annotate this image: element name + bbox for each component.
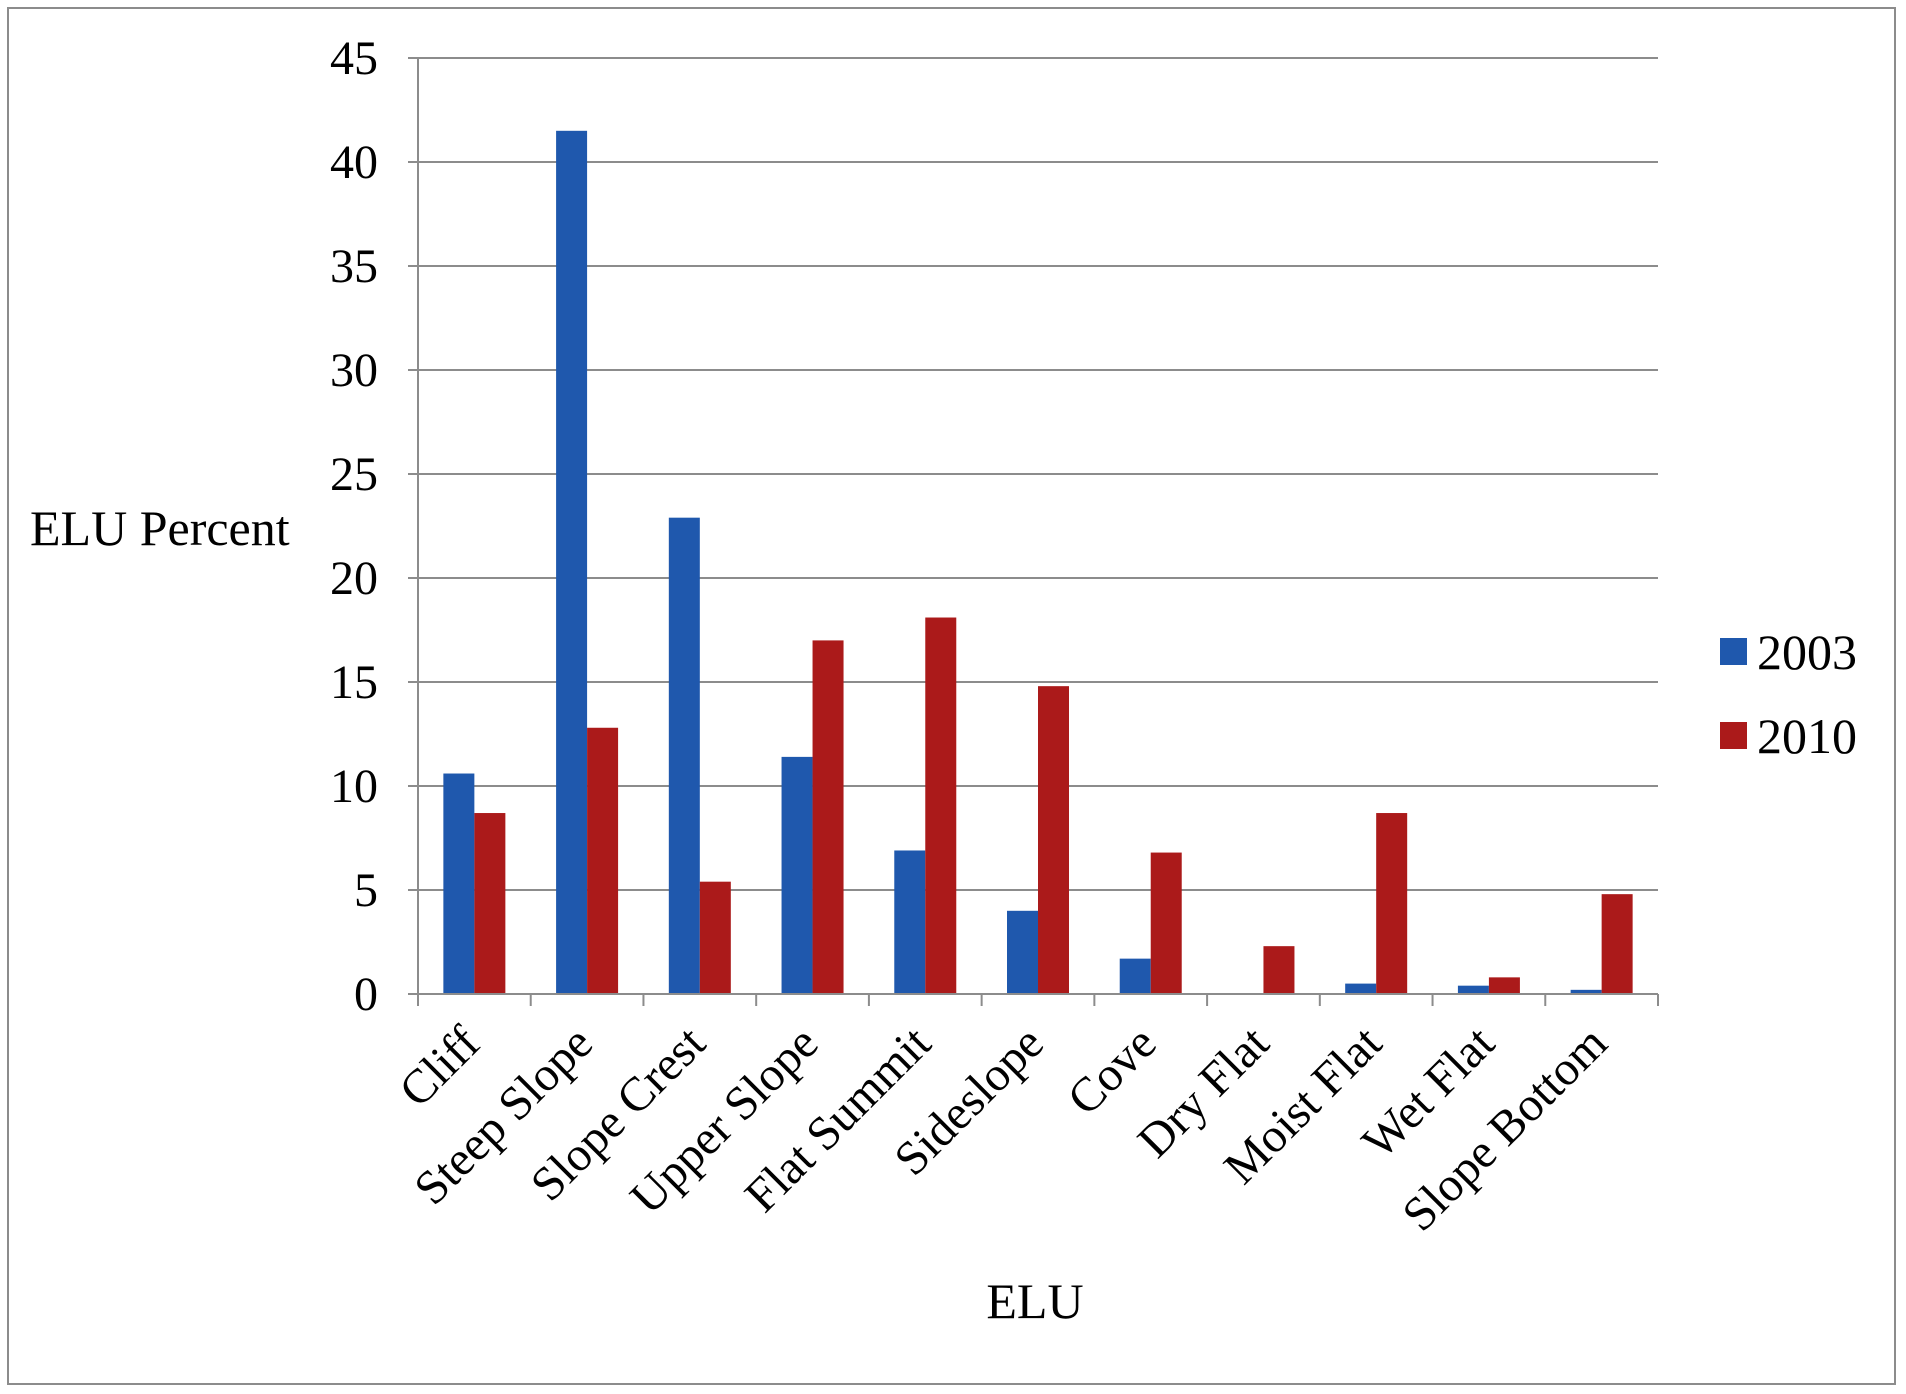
legend: 2003 2010 (1720, 624, 1857, 764)
bar-2003 (894, 850, 926, 994)
bar-2010 (1601, 894, 1633, 994)
bar-2010 (474, 813, 506, 994)
bar-2003 (1007, 910, 1038, 994)
y-tick-label: 0 (354, 968, 378, 1021)
y-tick-label: 25 (330, 448, 378, 501)
axes (417, 58, 1659, 1006)
bar-2010 (925, 617, 957, 994)
y-tick-label: 30 (330, 344, 378, 397)
bar-2003 (1345, 983, 1377, 994)
bar-2003 (1570, 989, 1602, 994)
legend-swatch-2010 (1720, 722, 1747, 749)
bar-2003 (1119, 958, 1151, 994)
legend-label: 2003 (1757, 624, 1857, 680)
bar-2010 (1038, 686, 1069, 994)
y-tick-label: 40 (330, 136, 378, 189)
y-tick-label: 20 (330, 552, 378, 605)
y-tick-label: 10 (330, 760, 378, 813)
bar-2010 (812, 640, 844, 994)
gridlines (408, 57, 1658, 995)
bars (443, 130, 1633, 995)
y-tick-label: 45 (330, 32, 378, 85)
bar-2003 (1457, 985, 1489, 994)
bar-2010 (587, 727, 619, 994)
legend-swatch-2003 (1720, 638, 1747, 665)
bar-2010 (1376, 813, 1408, 994)
y-axis-title: ELU Percent (30, 500, 290, 556)
bar-2010 (699, 881, 731, 994)
x-axis-title: ELU (986, 1273, 1083, 1329)
bar-2010 (1150, 852, 1182, 994)
bar-2010 (1263, 946, 1295, 994)
bar-2003 (781, 756, 813, 994)
legend-label: 2010 (1757, 708, 1857, 764)
bar-2003 (443, 773, 475, 994)
y-tick-label: 35 (330, 240, 378, 293)
x-tick-label: Cliff (389, 1016, 490, 1117)
bar-2003 (668, 517, 700, 994)
bar-2010 (1488, 977, 1520, 994)
bar-2003 (556, 130, 588, 995)
y-tick-labels: 0 5 10 15 20 25 30 35 40 45 (330, 32, 378, 1021)
y-tick-label: 5 (354, 864, 378, 917)
y-tick-label: 15 (330, 656, 378, 709)
